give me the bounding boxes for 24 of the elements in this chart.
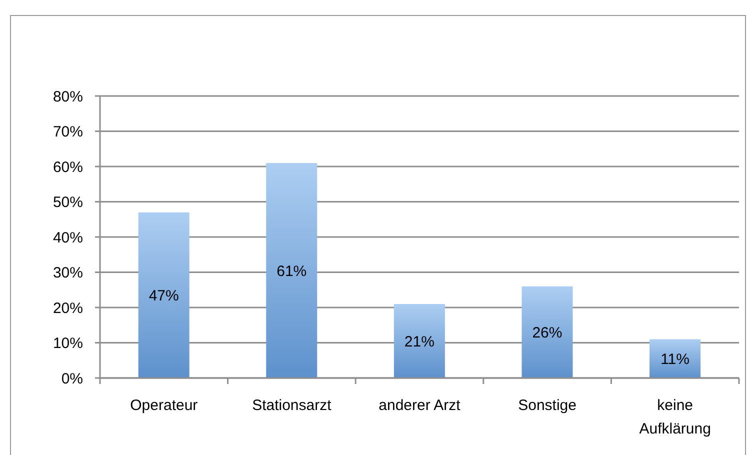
x-tick-label: Stationsarzt: [252, 397, 332, 414]
data-label: 47%: [148, 287, 179, 304]
y-tick-label: 80%: [52, 88, 83, 106]
data-label: 26%: [532, 324, 562, 342]
bar: [266, 162, 318, 378]
data-label: 21%: [404, 333, 434, 350]
y-tick-label: 10%: [52, 335, 83, 352]
x-tick-label: Sonstige: [518, 397, 576, 414]
x-tick-label: keine Aufklärung: [639, 397, 711, 438]
y-tick-label: 20%: [52, 300, 83, 317]
bar: [394, 304, 445, 378]
x-tick-label: anderer Arzt: [378, 397, 462, 414]
x-tick-label: Operateur: [130, 397, 198, 414]
data-label: 11%: [660, 350, 690, 368]
y-tick-label: 60%: [52, 158, 83, 176]
y-tick-label: 40%: [52, 229, 83, 246]
data-label: 61%: [276, 262, 307, 280]
bar: [522, 286, 573, 378]
y-tick-label: 30%: [52, 264, 83, 282]
bar: [650, 339, 701, 378]
y-tick-label: 0%: [61, 370, 83, 388]
y-tick-label: 50%: [52, 194, 83, 212]
bar: [138, 212, 190, 378]
y-tick-label: 70%: [52, 124, 83, 141]
